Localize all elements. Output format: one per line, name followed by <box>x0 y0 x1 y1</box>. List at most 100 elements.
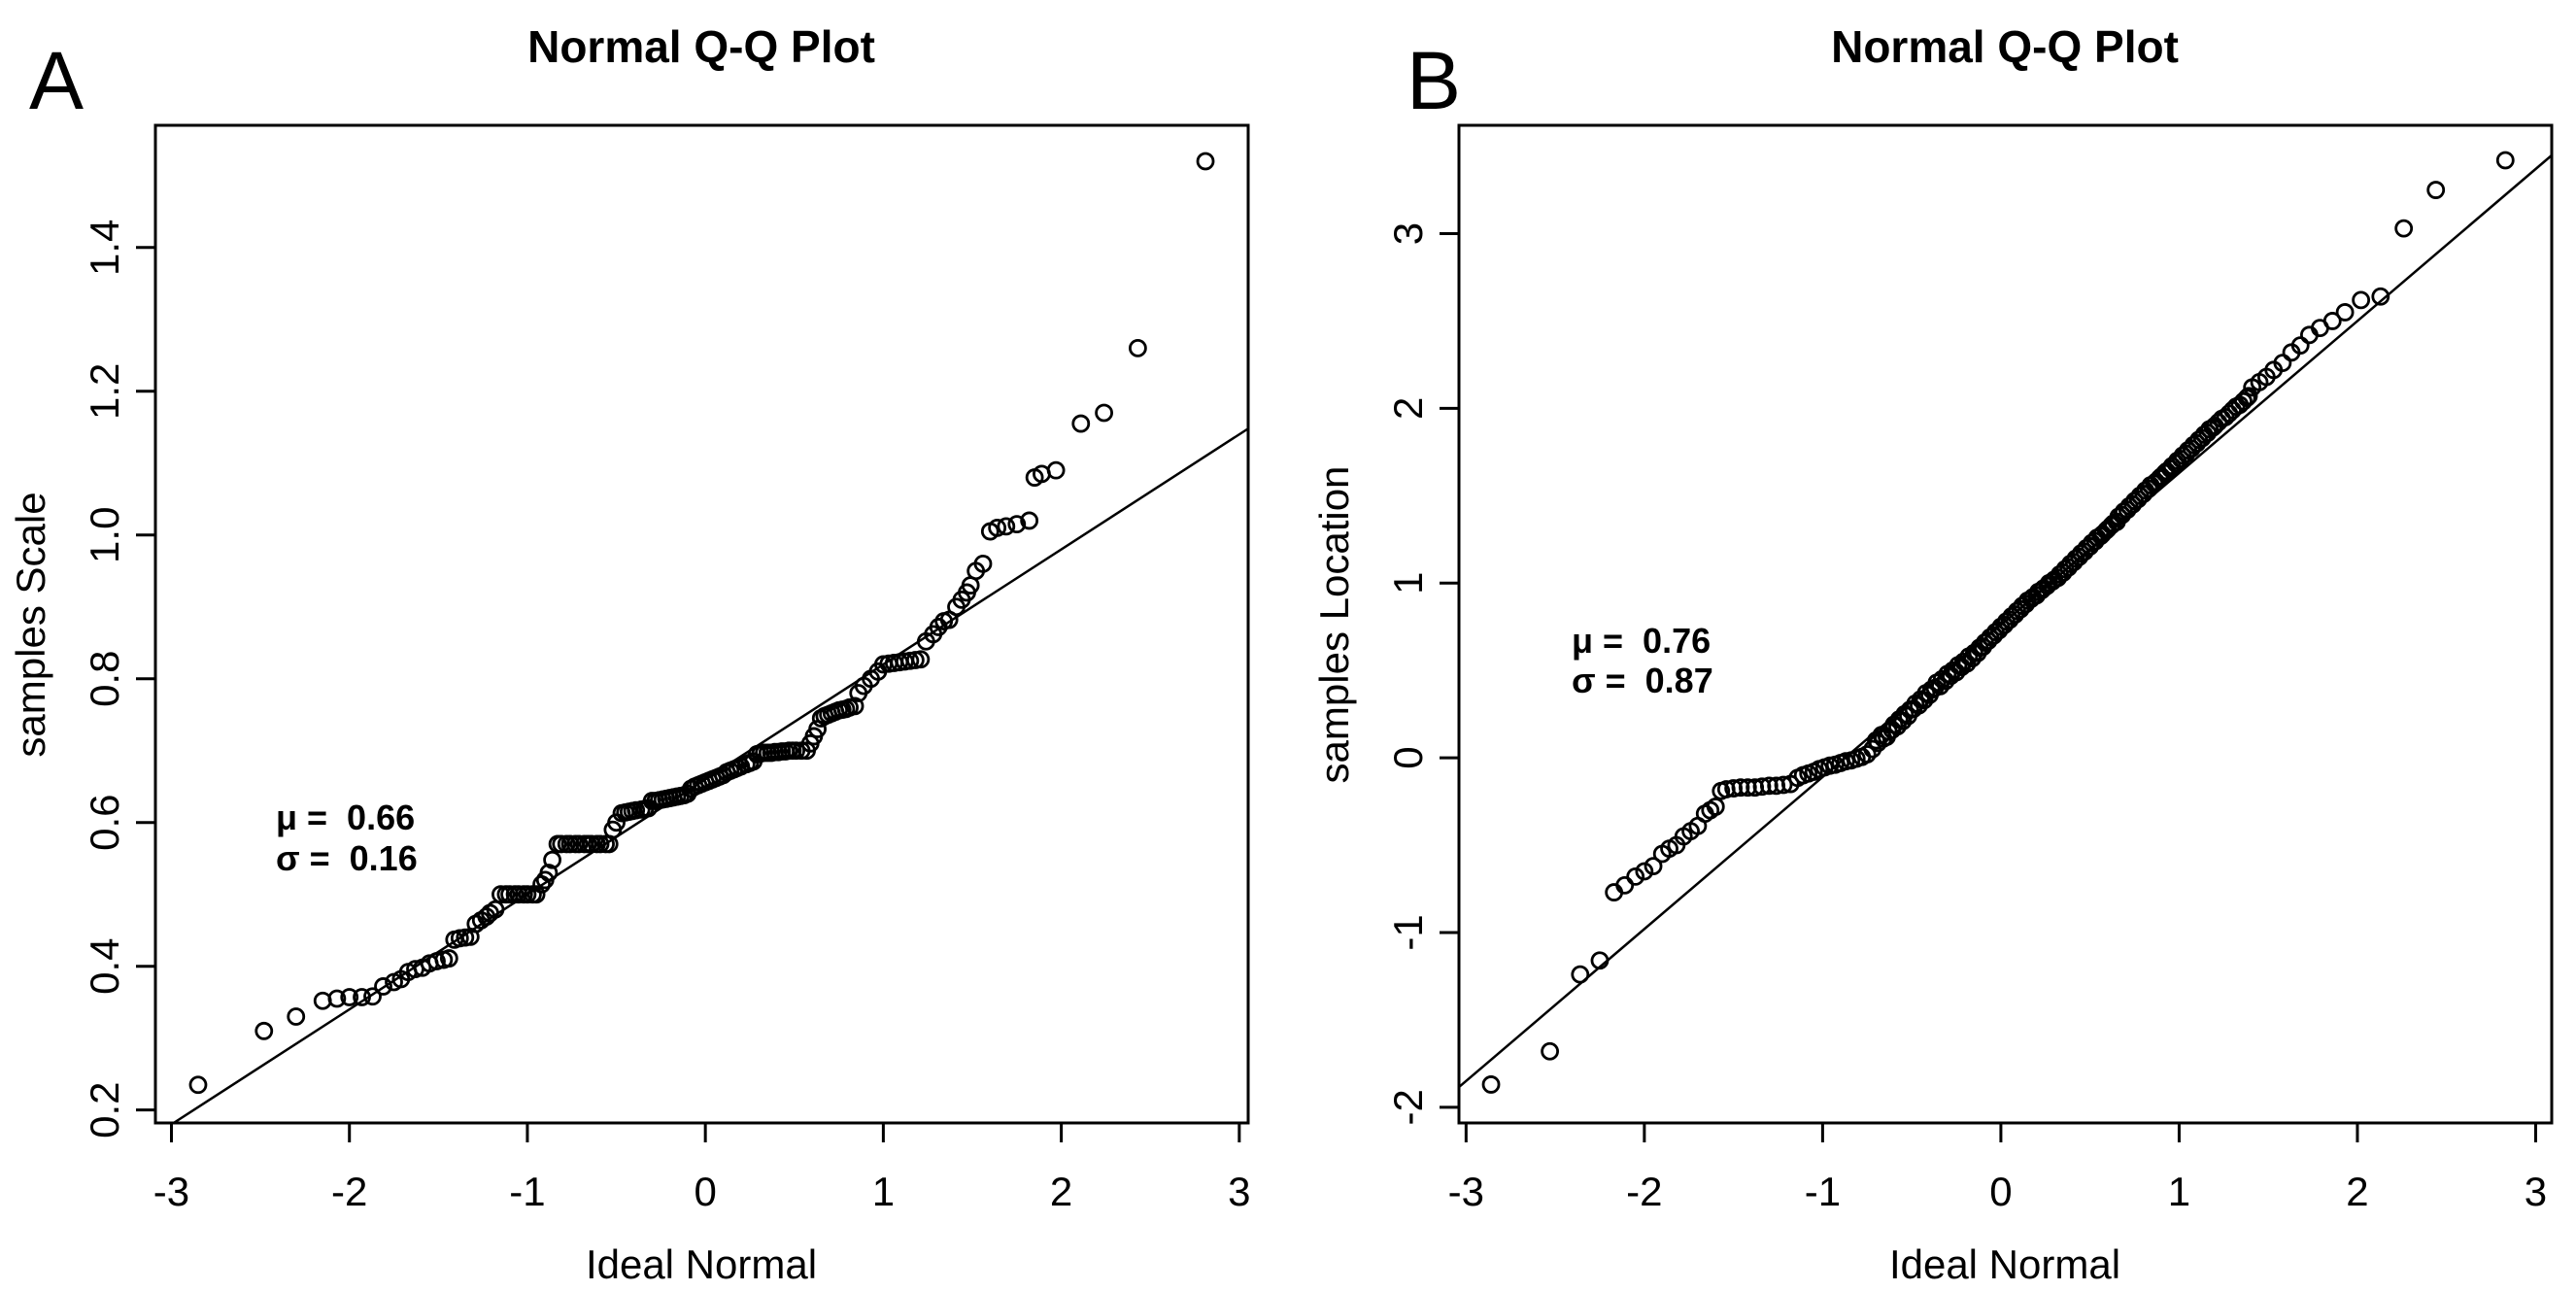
data-point <box>1615 875 1635 895</box>
x-tick-label: 3 <box>2525 1169 2547 1214</box>
data-point <box>2234 391 2253 411</box>
y-tick-label: 1 <box>1385 572 1431 595</box>
panel-b-x-axis-label: Ideal Normal <box>1889 1241 2120 1287</box>
y-tick-label: 1.0 <box>82 507 127 563</box>
data-point <box>2081 537 2100 556</box>
data-point <box>2273 354 2292 373</box>
data-point <box>2128 490 2148 509</box>
x-tick-label: 1 <box>2168 1169 2190 1214</box>
x-tick-label: -1 <box>509 1169 545 1214</box>
data-point <box>2006 605 2024 625</box>
data-point <box>1481 1075 1501 1094</box>
y-tick-label: 1.4 <box>82 220 127 276</box>
x-axis-ticks: -3 -2 -1 0 1 2 3 <box>153 1123 1251 1214</box>
data-point <box>439 949 458 968</box>
data-point <box>2352 290 2371 310</box>
data-point <box>569 834 589 854</box>
data-point <box>2203 418 2222 437</box>
y-tick-label: 2 <box>1385 397 1431 420</box>
x-tick-label: -2 <box>1626 1169 1662 1214</box>
y-tick-label: 0.6 <box>82 795 127 851</box>
data-point <box>2166 454 2186 473</box>
y-tick-label: 0.4 <box>82 938 127 995</box>
y-axis-ticks: -2 -1 0 1 2 3 <box>1385 222 1459 1125</box>
data-point <box>254 1021 274 1040</box>
data-point <box>845 696 864 716</box>
data-point <box>2053 563 2073 582</box>
data-point <box>1957 654 1977 673</box>
panel-b-y-axis-label: samples Location <box>1311 466 1357 784</box>
data-point <box>1071 414 1091 433</box>
data-point <box>543 850 561 869</box>
y-tick-label: -2 <box>1385 1089 1431 1125</box>
data-point <box>2000 610 2019 629</box>
data-point <box>988 518 1007 537</box>
x-tick-label: 0 <box>1989 1169 2012 1214</box>
data-point <box>2011 599 2030 619</box>
data-point <box>2123 494 2143 514</box>
data-point <box>2187 433 2207 453</box>
data-point <box>287 1007 306 1026</box>
x-tick-label: -1 <box>1805 1169 1841 1214</box>
data-point <box>2155 463 2175 483</box>
data-point <box>2059 558 2079 577</box>
data-points <box>188 152 1215 1095</box>
data-point <box>2139 479 2158 498</box>
x-tick-label: 2 <box>1050 1169 1072 1214</box>
data-point <box>2027 586 2047 605</box>
data-point <box>2049 568 2068 588</box>
data-point <box>2198 424 2218 442</box>
data-point <box>518 885 537 904</box>
data-point <box>2096 521 2116 540</box>
panel-b: B Normal Q-Q Plot Ideal Normal samples L… <box>1311 21 2554 1287</box>
data-point <box>1888 717 1907 736</box>
data-point <box>973 554 993 573</box>
data-point <box>2134 485 2153 503</box>
panel-b-annotation-mu: μ = 0.76 <box>1572 621 1711 661</box>
data-point <box>1635 862 1654 881</box>
data-point <box>427 952 446 970</box>
data-point <box>1915 691 1934 710</box>
data-point <box>526 885 546 904</box>
x-tick-label: -3 <box>1448 1169 1484 1214</box>
data-point <box>1910 696 1928 715</box>
panel-a-plot-area: -3 -2 -1 0 1 2 3 0.2 0.4 0.6 0.8 1.0 1.2 1.4 <box>82 123 1251 1214</box>
data-point <box>911 650 931 669</box>
data-point <box>1020 511 1039 530</box>
data-point <box>2182 439 2201 459</box>
data-point <box>1196 152 1215 171</box>
data-point <box>327 989 347 1008</box>
data-point <box>1046 460 1066 480</box>
data-point <box>1626 866 1645 886</box>
data-point <box>2371 287 2390 306</box>
data-point <box>2160 459 2180 478</box>
data-point <box>591 834 610 854</box>
plot-box <box>1457 123 2554 1125</box>
data-point <box>2070 547 2089 566</box>
data-point <box>363 987 382 1006</box>
data-point <box>340 988 359 1006</box>
y-tick-label: 0.8 <box>82 651 127 707</box>
data-point <box>787 741 806 761</box>
data-point <box>2113 505 2132 525</box>
data-point <box>1706 798 1725 816</box>
data-point <box>1590 951 1610 970</box>
data-points <box>1481 151 2515 1094</box>
data-point <box>1947 662 1966 682</box>
data-point <box>2290 336 2310 356</box>
panel-a-title: Normal Q-Q Plot <box>527 21 875 72</box>
data-point <box>353 988 371 1006</box>
data-point <box>2085 531 2105 551</box>
data-point <box>2237 389 2256 407</box>
data-point <box>1963 649 1982 667</box>
data-point <box>1095 403 1113 423</box>
panel-a-x-axis-label: Ideal Normal <box>586 1241 817 1287</box>
data-point <box>1936 671 1955 691</box>
data-point <box>607 813 626 832</box>
x-tick-label: -3 <box>153 1169 189 1214</box>
data-point <box>2394 219 2414 238</box>
data-point <box>2075 542 2094 561</box>
x-tick-label: -2 <box>331 1169 367 1214</box>
data-point <box>2091 527 2111 546</box>
